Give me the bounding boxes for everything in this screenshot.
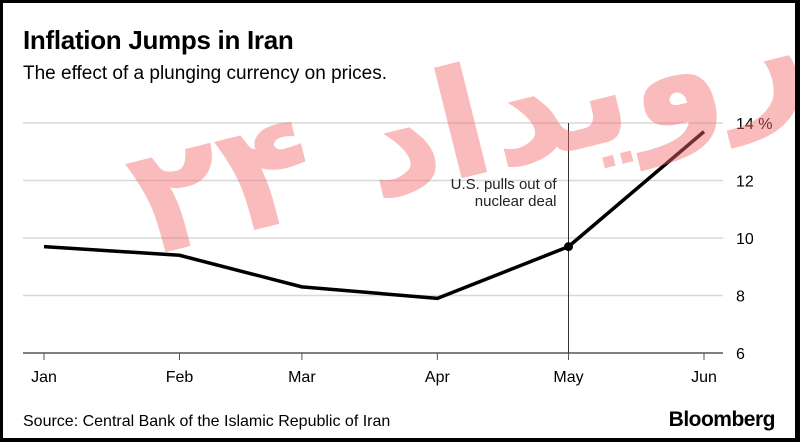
x-tick-label: Feb: [166, 369, 194, 386]
y-tick-label: 8: [736, 289, 745, 306]
y-tick-label: 12: [736, 174, 754, 191]
x-tick-label: Jun: [691, 369, 717, 386]
annotation-text: nuclear deal: [475, 193, 557, 210]
x-tick-label: Jan: [31, 369, 57, 386]
source-note: Source: Central Bank of the Islamic Repu…: [23, 413, 391, 430]
chart-subtitle: The effect of a plunging currency on pri…: [23, 63, 388, 84]
x-tick-label: Mar: [288, 369, 316, 386]
y-tick-label: 10: [736, 231, 754, 248]
series-line: [43, 130, 706, 301]
annotation-marker: [564, 242, 574, 252]
line-chart: 6 8 10 12 14 % Jan Feb Mar Apr May Jun U.S. pulls o…: [23, 116, 772, 386]
y-tick-label: 14 %: [736, 116, 772, 133]
x-tick-label: Apr: [425, 369, 451, 386]
chart-title: Inflation Jumps in Iran: [23, 25, 294, 55]
bloomberg-logo: Bloomberg: [668, 408, 776, 431]
annotation-text: U.S. pulls out of: [451, 176, 558, 193]
y-tick-label: 6: [736, 346, 745, 363]
x-tick-label: May: [553, 369, 583, 386]
